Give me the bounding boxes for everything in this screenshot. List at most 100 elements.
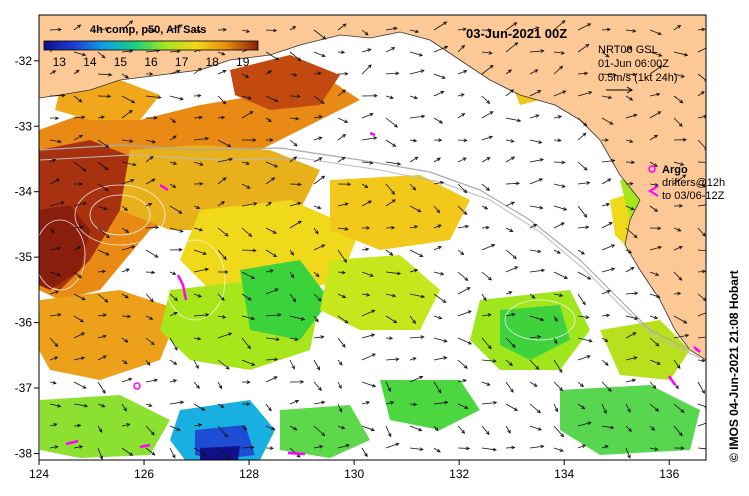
current-vector: [601, 403, 607, 414]
current-vector-head: [320, 335, 325, 339]
current-vector-head: [655, 342, 660, 347]
current-vector-head: [104, 298, 109, 303]
current-vector-head: [52, 380, 57, 385]
current-vector: [241, 95, 252, 99]
current-vector: [97, 205, 108, 210]
current-vector-head: [677, 24, 682, 29]
current-vector: [169, 379, 177, 383]
current-vector-head: [419, 375, 424, 380]
current-vector: [313, 381, 322, 391]
current-vector: [673, 359, 681, 369]
current-vector-head: [487, 276, 493, 281]
current-vector-head: [510, 139, 515, 143]
current-vector: [337, 359, 343, 366]
current-vector: [97, 139, 109, 148]
current-vector: [481, 111, 494, 119]
current-vector-head: [514, 266, 519, 270]
current-vector-head: [222, 177, 227, 181]
current-vector-head: [678, 122, 683, 127]
current-vector-head: [293, 73, 298, 77]
current-vector: [49, 178, 60, 185]
current-vector-head: [245, 74, 250, 78]
current-vector-head: [462, 157, 467, 161]
current-vector-head: [131, 99, 136, 104]
current-vector: [385, 293, 396, 297]
current-vector-head: [393, 319, 398, 324]
current-vector-head: [57, 139, 62, 144]
current-vector: [601, 290, 611, 295]
current-vector-head: [251, 362, 256, 366]
current-vector: [73, 161, 87, 172]
current-vector: [385, 271, 401, 275]
current-vector: [169, 70, 180, 75]
current-vector: [481, 183, 490, 191]
current-vector: [313, 227, 319, 235]
current-vector-head: [388, 336, 394, 341]
current-vector-head: [610, 267, 616, 272]
current-vector: [385, 249, 393, 256]
current-vector: [529, 139, 542, 144]
current-vector: [313, 293, 322, 302]
current-vector-head: [680, 162, 685, 166]
current-vector-head: [317, 205, 322, 210]
current-vector-head: [267, 118, 272, 123]
current-vector: [73, 332, 85, 339]
current-vector: [697, 270, 706, 273]
current-vector: [73, 293, 86, 301]
current-vector-head: [653, 134, 659, 139]
current-vector: [313, 95, 325, 104]
current-vector: [337, 23, 347, 31]
current-vector: [289, 156, 297, 163]
current-vector-head: [341, 270, 346, 275]
current-vector: [265, 269, 274, 273]
current-vector: [577, 205, 587, 218]
current-vector-head: [318, 386, 322, 391]
current-vector: [553, 183, 566, 188]
current-vector-head: [507, 429, 511, 434]
current-vector-head: [585, 43, 590, 48]
current-vector-head: [222, 256, 227, 261]
current-vector-head: [199, 181, 204, 186]
current-vector: [337, 89, 346, 97]
current-vector-head: [634, 316, 639, 320]
current-vector-head: [345, 443, 350, 448]
current-vector: [121, 73, 129, 79]
current-vector: [673, 403, 685, 413]
current-vector-head: [533, 383, 538, 387]
current-vector: [409, 51, 423, 56]
current-vector: [553, 51, 565, 54]
current-vector: [265, 288, 279, 295]
current-vector-head: [531, 294, 536, 299]
current-vector-head: [124, 294, 129, 299]
current-vector: [193, 268, 209, 273]
current-vector: [457, 403, 468, 409]
current-vector-head: [658, 65, 663, 70]
eddy-contours: [39, 184, 576, 341]
current-vector: [121, 447, 133, 456]
current-vector-head: [419, 253, 424, 257]
current-vector-head: [508, 291, 513, 295]
current-vector: [265, 70, 272, 75]
current-vector: [457, 45, 465, 53]
current-vector-head: [199, 162, 204, 166]
current-vector-head: [196, 384, 200, 389]
current-vector-head: [632, 72, 637, 77]
current-vector-head: [513, 407, 518, 411]
current-vector: [601, 337, 608, 342]
current-vector: [73, 246, 81, 251]
current-vector: [241, 315, 255, 320]
current-vector-head: [153, 116, 158, 120]
current-vector: [553, 20, 566, 31]
current-vector: [241, 161, 250, 165]
current-vector-head: [563, 207, 568, 211]
current-vector-head: [224, 455, 229, 460]
current-vector: [433, 91, 444, 97]
current-vector-head: [293, 426, 298, 431]
current-vector-head: [155, 225, 160, 230]
current-vector: [433, 46, 448, 53]
current-vector: [601, 244, 615, 251]
current-vector-head: [108, 72, 113, 77]
current-vector-head: [204, 267, 210, 272]
current-vector: [553, 115, 562, 119]
